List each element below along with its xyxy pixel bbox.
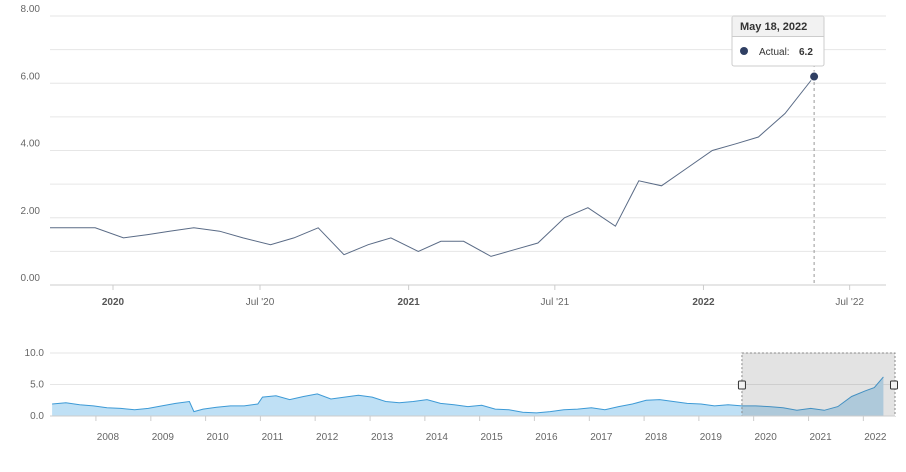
- navigator-x-tick-label: 2008: [97, 432, 120, 443]
- navigator-line: [52, 376, 884, 414]
- main-x-tick-label: 2020: [102, 297, 125, 308]
- main-series[interactable]: [49, 71, 820, 258]
- data-point[interactable]: [49, 226, 52, 229]
- data-point[interactable]: [94, 226, 97, 229]
- main-x-tick-label: 2022: [692, 297, 715, 308]
- data-point[interactable]: [71, 226, 74, 229]
- data-point[interactable]: [417, 250, 420, 253]
- data-point[interactable]: [269, 243, 272, 246]
- main-y-tick-label: 8.00: [21, 4, 41, 15]
- navigator-x-tick-label: 2020: [755, 432, 778, 443]
- main-y-tick-label: 6.00: [21, 71, 41, 82]
- main-y-tick-label: 2.00: [21, 206, 41, 217]
- navigator-y-tick-label: 10.0: [25, 348, 45, 359]
- data-point[interactable]: [513, 248, 516, 251]
- data-point[interactable]: [490, 255, 493, 258]
- navigator-x-tick-label: 2015: [481, 432, 504, 443]
- main-x-tick-label: Jul '22: [835, 297, 864, 308]
- data-point[interactable]: [684, 167, 687, 170]
- navigator-x-tick-label: 2011: [262, 432, 284, 443]
- navigator-x-tick-label: 2009: [152, 432, 175, 443]
- navigator-x-tick-label: 2017: [590, 432, 613, 443]
- navigator-x-tick-label: 2021: [809, 432, 832, 443]
- hovered-data-point[interactable]: [809, 71, 820, 82]
- navigator-x-tick-label: 2016: [535, 432, 558, 443]
- tooltip-date: May 18, 2022: [740, 21, 807, 33]
- navigator-x-tick-label: 2022: [864, 432, 887, 443]
- navigator-handle-left[interactable]: [737, 380, 746, 390]
- navigator-series: [52, 376, 884, 416]
- data-point[interactable]: [637, 179, 640, 182]
- main-y-tick-label: 4.00: [21, 139, 41, 150]
- data-point[interactable]: [292, 236, 295, 239]
- navigator-area: [52, 376, 884, 416]
- data-point[interactable]: [168, 230, 171, 233]
- data-point[interactable]: [439, 240, 442, 243]
- navigator-y-axis: 10.0 5.0 0.0: [25, 348, 45, 422]
- data-point[interactable]: [146, 233, 149, 236]
- main-grid: [50, 15, 886, 252]
- navigator-x-axis: 2008 2009 2010 2011 2012 2013 2014 2015 2016 2017…: [95, 416, 887, 443]
- navigator-x-tick-label: 2010: [206, 432, 229, 443]
- data-point[interactable]: [317, 226, 320, 229]
- navigator-y-tick-label: 5.0: [30, 380, 44, 391]
- data-point[interactable]: [614, 225, 617, 228]
- data-point[interactable]: [343, 253, 346, 256]
- main-x-tick-label: 2021: [398, 297, 421, 308]
- navigator-x-tick-label: 2019: [700, 432, 723, 443]
- tooltip-value: 6.2: [799, 47, 813, 58]
- navigator-handles[interactable]: [737, 380, 898, 390]
- tooltip-series-label: Actual:: [759, 47, 790, 58]
- data-point[interactable]: [462, 240, 465, 243]
- data-point[interactable]: [218, 230, 221, 233]
- navigator-x-tick-label: 2014: [426, 432, 449, 443]
- tooltip-series-marker: [740, 47, 748, 55]
- tooltip: May 18, 2022 Actual: 6.2: [731, 15, 825, 67]
- data-point[interactable]: [242, 236, 245, 239]
- navigator-x-tick-label: 2018: [645, 432, 668, 443]
- navigator-x-tick-label: 2013: [371, 432, 394, 443]
- main-x-tick-label: Jul '20: [246, 297, 275, 308]
- data-point[interactable]: [784, 112, 787, 115]
- navigator-y-tick-label: 0.0: [30, 411, 44, 422]
- data-point[interactable]: [192, 226, 195, 229]
- data-point[interactable]: [586, 206, 589, 209]
- data-point[interactable]: [711, 149, 714, 152]
- tooltip-header: [732, 16, 824, 37]
- data-point[interactable]: [536, 241, 539, 244]
- data-point[interactable]: [660, 184, 663, 187]
- main-x-axis: 2020 Jul '20 2021 Jul '21 2022 Jul '22: [102, 285, 864, 308]
- series-line-actual[interactable]: [50, 76, 815, 257]
- data-point[interactable]: [389, 236, 392, 239]
- navigator-x-tick-label: 2012: [316, 432, 339, 443]
- main-x-tick-label: Jul '21: [541, 297, 570, 308]
- data-point[interactable]: [563, 216, 566, 219]
- data-point[interactable]: [367, 243, 370, 246]
- main-y-axis: 8.00 6.00 4.00 2.00 0.00: [21, 4, 41, 284]
- data-point[interactable]: [734, 142, 737, 145]
- navigator-selection[interactable]: [741, 352, 896, 417]
- data-point[interactable]: [122, 236, 125, 239]
- main-y-tick-label: 0.00: [21, 273, 41, 284]
- navigator-handle-right[interactable]: [890, 380, 898, 390]
- data-point[interactable]: [757, 136, 760, 139]
